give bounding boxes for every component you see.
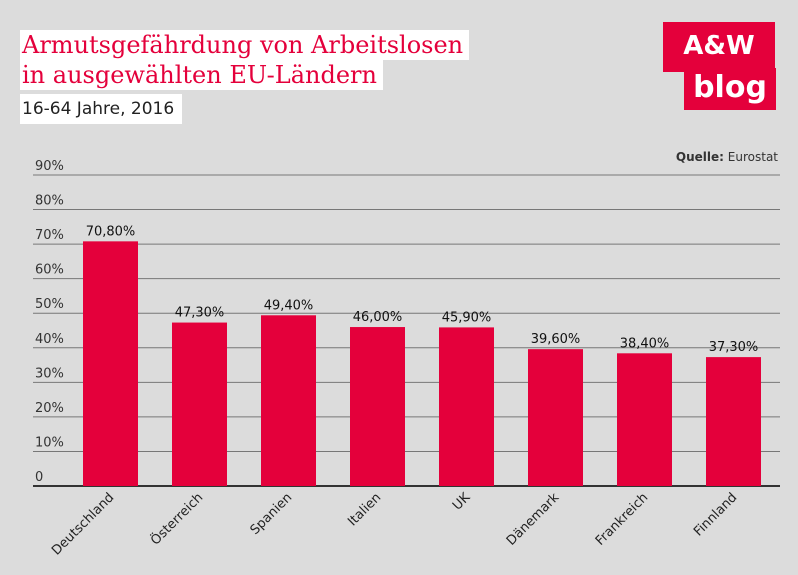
x-tick-label: Italien bbox=[345, 490, 384, 529]
source-text: Eurostat bbox=[727, 150, 778, 164]
data-label: 46,00% bbox=[353, 310, 403, 325]
x-tick-label: Deutschland bbox=[49, 490, 117, 558]
bar-uk bbox=[439, 327, 494, 486]
bar-spanien bbox=[261, 315, 316, 486]
y-tick-label: 70% bbox=[35, 228, 64, 243]
y-tick-label: 40% bbox=[35, 332, 64, 347]
data-label: 37,30% bbox=[709, 340, 759, 355]
source-label: Quelle bbox=[675, 150, 720, 164]
bar-dänemark bbox=[528, 349, 583, 486]
y-tick-label: 0 bbox=[35, 470, 43, 485]
data-label: 45,90% bbox=[442, 310, 492, 325]
x-tick-label: Spanien bbox=[248, 490, 296, 538]
data-label: 70,80% bbox=[86, 224, 136, 239]
x-tick-label: Österreich bbox=[147, 489, 207, 549]
bar-italien bbox=[350, 327, 405, 486]
data-label: 39,60% bbox=[531, 332, 581, 347]
y-tick-label: 80% bbox=[35, 194, 64, 209]
y-tick-label: 90% bbox=[35, 159, 64, 174]
x-tick-label: Frankreich bbox=[593, 490, 651, 548]
y-tick-label: 20% bbox=[35, 401, 64, 416]
source-note: Quelle: Eurostat bbox=[676, 150, 778, 164]
data-label: 38,40% bbox=[620, 336, 670, 351]
bar-frankreich bbox=[617, 353, 672, 486]
chart-subtitle: 16-64 Jahre, 2016 bbox=[20, 94, 183, 124]
bar-deutschland bbox=[83, 241, 138, 486]
brand-logo-top: A&W bbox=[663, 22, 775, 72]
x-tick-label: Finnland bbox=[691, 490, 740, 539]
chart-title-line2: in ausgewählten EU-Ländern bbox=[20, 60, 383, 90]
data-label: 47,30% bbox=[175, 306, 225, 321]
brand-logo-bottom: blog bbox=[684, 68, 776, 110]
y-tick-label: 30% bbox=[35, 366, 64, 381]
x-tick-label: UK bbox=[450, 490, 474, 514]
x-tick-label: Dänemark bbox=[504, 490, 563, 549]
y-tick-label: 10% bbox=[35, 435, 64, 450]
y-tick-label: 50% bbox=[35, 297, 64, 312]
bar-österreich bbox=[172, 322, 227, 486]
data-label: 49,40% bbox=[264, 298, 314, 313]
y-tick-label: 60% bbox=[35, 263, 64, 278]
bar-finnland bbox=[706, 357, 761, 486]
chart-title-line1: Armutsgefährdung von Arbeitslosen bbox=[20, 30, 470, 60]
source-separator: : bbox=[719, 150, 724, 164]
